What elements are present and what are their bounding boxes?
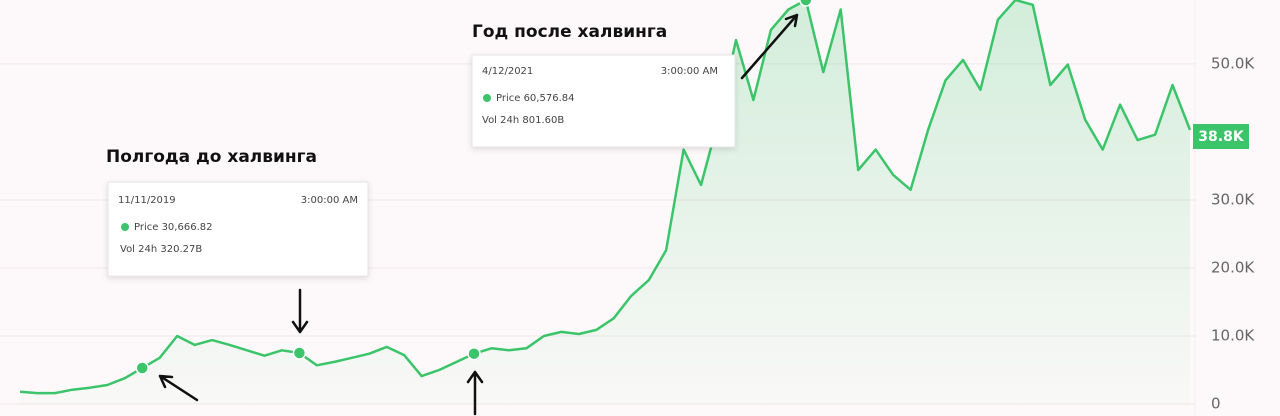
tooltip-box [471,54,736,148]
tooltip-price: Price 60,576.84 [496,93,574,104]
tooltip-time: 3:00:00 AM [661,66,718,77]
tooltip: 4/12/2021 3:00:00 AM Price 60,576.84 Vol… [471,54,736,148]
tooltip-dot [121,223,129,231]
y-tick-label: 20.0K [1211,258,1255,276]
tooltip: 11/11/2019 3:00:00 AM Price 30,666.82 Vo… [107,181,369,277]
highlight-dot [292,346,307,360]
arrows [158,13,799,416]
area-fill [20,0,1190,405]
tooltip-volume: Vol 24h 320.27B [120,244,202,255]
y-tick-label: 30.0K [1211,190,1255,208]
last-price-box [1193,124,1249,149]
tooltip-time: 3:00:00 AM [301,195,358,206]
tooltip-volume: Vol 24h 801.60B [482,115,564,126]
tooltip-dot [483,94,491,102]
arrow [740,13,799,80]
highlight-dot [467,346,481,361]
price-line [19,0,1192,395]
annotation: Полгода до халвинга [106,147,317,167]
arrow [158,374,199,402]
tooltip-date: 11/11/2019 [118,195,176,206]
tooltip-box [107,181,369,277]
last-price-label: 38.8K [1198,129,1245,145]
tooltip-date: 4/12/2021 [482,66,533,77]
arrow [291,288,309,334]
annotation: Год после халвинга [472,22,667,42]
arrow [466,370,484,416]
y-tick-label: 10.0K [1211,327,1255,345]
tooltip-price: Price 30,666.82 [134,222,212,233]
y-tick-label: 0 [1211,395,1221,413]
y-tick-label: 50.0K [1211,54,1255,72]
highlight-dot [135,361,149,375]
highlight-dot [799,0,813,7]
